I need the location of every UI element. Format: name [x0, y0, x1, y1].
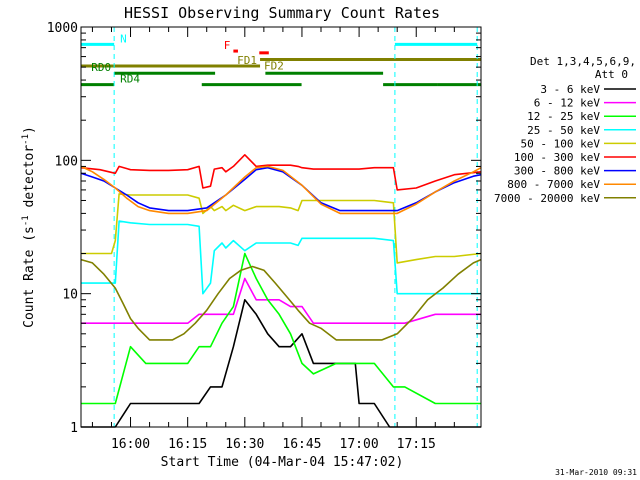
- series-line-6: [80, 154, 482, 191]
- y-axis-label-detector: detector: [22, 145, 37, 216]
- plot-frame: [80, 26, 482, 428]
- series-line-7: [80, 166, 482, 212]
- x-tick-label: 16:30: [225, 437, 264, 452]
- timestamp: 31-Mar-2010 09:31: [555, 468, 637, 477]
- series-line-5: [81, 193, 482, 264]
- observing-flags: N F FD1 FD2 RD0 RD4: [81, 32, 481, 87]
- y-axis-label-close: ): [22, 126, 37, 134]
- y-axis-label-exponent: -1: [21, 215, 31, 226]
- flag-label: RD0: [91, 61, 111, 74]
- flag-label: RD4: [120, 73, 140, 86]
- flag-label: N: [120, 32, 127, 45]
- x-axis-label: Start Time (04-Mar-04 15:47:02): [161, 455, 404, 470]
- series-line-4: [81, 220, 481, 295]
- chart-title: HESSI Observing Summary Count Rates: [124, 4, 440, 22]
- legend-entry-label: 800 - 7000 keV: [507, 178, 600, 191]
- y-axis-ticks: 1 10 100 1000: [47, 21, 481, 436]
- x-tick-label: 16:45: [282, 437, 321, 452]
- legend-entry-label: 3 - 6 keV: [540, 83, 600, 96]
- y-tick-label: 1: [70, 421, 78, 436]
- y-axis-label-main: Count Rate (s: [22, 226, 37, 328]
- y-tick-label: 10: [62, 288, 78, 303]
- legend-entry-label: 300 - 800 keV: [514, 165, 600, 178]
- y-tick-label: 100: [55, 154, 78, 169]
- flag-label: FD2: [264, 60, 284, 73]
- legend-header-attenuator: Att 0: [595, 68, 628, 81]
- y-axis-label-exponent-2: -1: [21, 134, 31, 145]
- series-line-8: [80, 165, 482, 215]
- x-tick-label: 17:00: [340, 437, 379, 452]
- x-tick-label: 16:00: [111, 437, 150, 452]
- x-axis-ticks: 16:00 16:15 16:30 16:45 17:00 17:15: [91, 27, 455, 452]
- series-line-3: [81, 252, 481, 405]
- x-tick-label: 16:15: [168, 437, 207, 452]
- legend-entry-label: 100 - 300 keV: [514, 151, 600, 164]
- y-tick-label: 1000: [47, 21, 78, 36]
- x-tick-label: 17:15: [397, 437, 436, 452]
- y-axis-label: Count Rate (s-1 detector-1): [21, 126, 37, 328]
- legend-entry-label: 25 - 50 keV: [527, 124, 600, 137]
- flag-label: F: [224, 39, 231, 52]
- legend-entry-label: 50 - 100 keV: [521, 137, 601, 150]
- flag-label: FD1: [237, 54, 257, 67]
- legend-header-detectors: Det 1,3,4,5,6,9,: [530, 55, 636, 68]
- series-line-9: [80, 258, 482, 341]
- legend-entry-label: 7000 - 20000 keV: [494, 192, 600, 205]
- legend-entry-label: 12 - 25 keV: [527, 110, 600, 123]
- legend-entry-label: 6 - 12 keV: [534, 97, 601, 110]
